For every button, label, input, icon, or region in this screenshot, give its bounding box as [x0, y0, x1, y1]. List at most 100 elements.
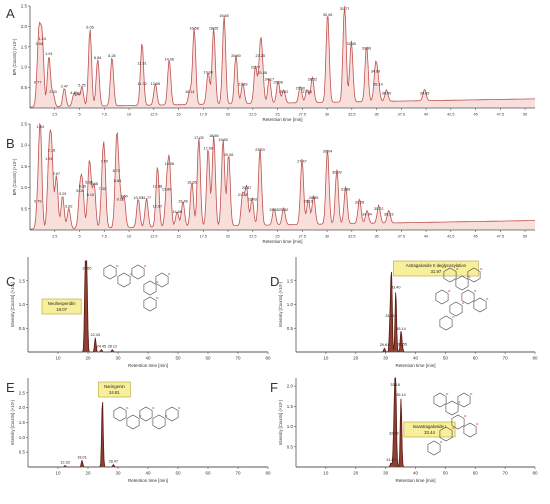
y-axis-label: BPI (Counts) (×10⁵)	[12, 158, 17, 195]
atom-glyph: O	[456, 267, 459, 271]
peak-label: 34.89	[371, 70, 381, 74]
peak-label: 32.75	[389, 432, 399, 436]
peak-label: 5.30	[79, 185, 86, 189]
peak-label: 28.47	[109, 460, 119, 464]
atom-glyph: O	[480, 267, 483, 271]
peak-label: 36.00	[382, 92, 392, 96]
chart-panel-a: A 2.5 5 7.5 10 12.5 15 17.5 20 22.5 25 27.5 30 32.5 35…	[6, 4, 535, 122]
atom-glyph: O	[452, 315, 455, 319]
y-axis-label: Intensity [Counts] (×10⁵)	[10, 281, 15, 327]
callout-box	[403, 421, 456, 438]
x-tick-label: 20	[85, 471, 91, 476]
peak-label: 13.80	[162, 188, 172, 192]
peak-label: 4.43	[70, 91, 77, 95]
x-tick-label: 22.5	[249, 113, 256, 117]
peak-label: 14.08	[165, 162, 175, 166]
x-tick-label: 25	[275, 235, 279, 239]
x-tick-label: 40	[413, 356, 419, 361]
peak-label: 9.50	[120, 194, 127, 198]
peak-label: 4.82	[74, 92, 81, 96]
x-tick-label: 80	[532, 356, 538, 361]
peak-label: 6.10	[87, 193, 94, 197]
peak-label: 7.50	[101, 159, 108, 163]
callout-name: Neohesperidin	[48, 301, 76, 306]
peak-label: 31.77	[340, 7, 350, 11]
x-tick-label: 32.5	[348, 113, 355, 117]
x-tick-label: 27.5	[299, 113, 306, 117]
chart-panel-d: D 10 20 30 40 50 60 70 80 0.5 1.0 1.5 Retention time…	[270, 257, 538, 368]
y-tick-label: 1.5	[19, 420, 26, 425]
peak-callout: Isoastragaloside I33.44	[403, 421, 456, 438]
peak-label: 24.45	[97, 345, 107, 349]
ring-shape	[473, 297, 487, 313]
trace-line	[296, 271, 535, 353]
y-tick-label: 1.5	[19, 278, 26, 283]
peak-label: 17.05	[194, 136, 204, 140]
y-tick-label: 1.5	[287, 278, 294, 283]
y-tick-label: 2.0	[19, 405, 26, 410]
callout-name: Isoastragaloside I	[413, 424, 447, 429]
chart-panel-f: F 10 20 30 40 50 60 70 80 0.5 1.0 1.5 2.0 Retention t…	[270, 377, 538, 483]
x-tick-label: 2.5	[52, 113, 57, 117]
x-tick-label: 42.5	[447, 235, 454, 239]
x-axis-label: Retention time [min]	[262, 117, 302, 122]
naringenin-structure-icon: O O O O O	[113, 406, 181, 430]
x-tick-label: 50	[175, 356, 181, 361]
peak-label: 34.04	[362, 212, 372, 216]
callout-box	[98, 381, 131, 398]
ring-shape	[139, 406, 153, 422]
y-tick-label: 1.5	[287, 404, 294, 409]
y-tick-label: 1.5	[21, 164, 28, 169]
ring-shape	[152, 414, 166, 430]
peak-label: 30.99	[332, 171, 342, 175]
y-tick-label: 0.5	[287, 444, 294, 449]
x-tick-label: 40	[424, 235, 428, 239]
x-tick-label: 5	[78, 235, 80, 239]
ring-shape	[449, 301, 463, 317]
y-tick-label: 2.0	[287, 384, 294, 389]
callout-rt: 24.81	[109, 390, 120, 395]
astragaloside-structure-icon: O O O O O O O O	[435, 267, 489, 331]
x-tick-label: 70	[503, 356, 509, 361]
ring-shape	[126, 414, 140, 430]
y-tick-label: 1.0	[287, 424, 294, 429]
peak-label: 10.93	[133, 196, 143, 200]
x-tick-label: 7.5	[102, 113, 107, 117]
x-axis-label: Retention time [min]	[395, 363, 435, 368]
y-tick-label: 2.0	[21, 24, 28, 29]
x-tick-label: 20	[353, 356, 359, 361]
ring-shape	[427, 440, 441, 456]
panel-label: E	[6, 380, 15, 395]
y-tick-label: 0.5	[19, 450, 26, 455]
x-tick-label: 27.5	[299, 235, 306, 239]
isoastragaloside-structure-icon: O O O O O O O	[427, 392, 479, 456]
callout-rt: 31.97	[431, 269, 442, 274]
peak-label: 35.22	[374, 207, 384, 211]
ring-shape	[443, 267, 457, 283]
y-tick-label: 2.0	[21, 143, 28, 148]
peak-label: 12.87	[153, 205, 163, 209]
atom-glyph: O	[474, 289, 477, 293]
x-tick-label: 15	[176, 235, 180, 239]
x-tick-label: 30	[115, 471, 121, 476]
x-tick-label: 35	[374, 113, 378, 117]
x-tick-label: 10	[127, 113, 131, 117]
x-axis-label: Retention time [min]	[128, 478, 168, 483]
x-tick-label: 42.5	[447, 113, 454, 117]
x-tick-label: 45	[473, 235, 477, 239]
atom-glyph: O	[139, 414, 142, 418]
chart-panel-b: B 2.5 5 7.5 10 12.5 15 17.5 20 22.5 25 27.5 30 32.5 35…	[6, 122, 535, 244]
peak-label: 25.62	[279, 90, 289, 94]
peak-label: 1.04	[37, 125, 44, 129]
atom-glyph: O	[144, 264, 147, 268]
x-tick-label: 20	[226, 235, 230, 239]
neohesperidin-structure-icon: O O O O O O	[103, 264, 171, 312]
x-tick-label: 2.5	[52, 235, 57, 239]
atom-glyph: O	[448, 289, 451, 293]
peak-label: 33.28	[355, 200, 365, 204]
peak-label: 19.50	[218, 138, 228, 142]
peak-label: 16.35	[187, 180, 197, 184]
ring-shape	[463, 422, 477, 438]
ring-shape	[165, 406, 179, 422]
